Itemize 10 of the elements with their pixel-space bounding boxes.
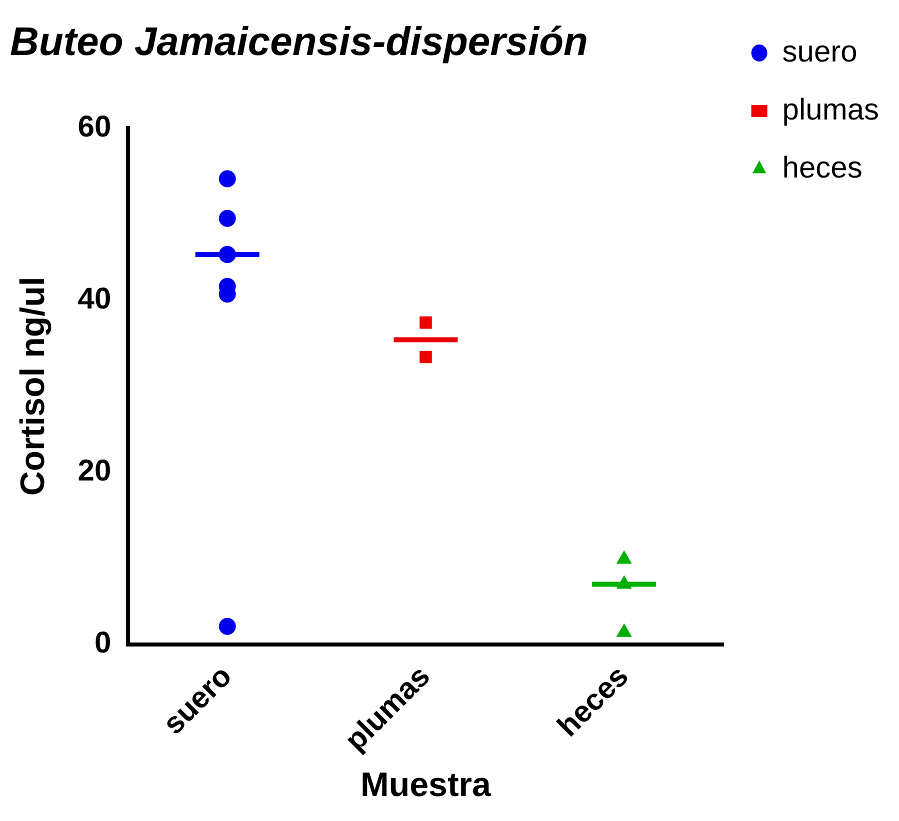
y-axis-title: Cortisol ng/ul <box>14 276 52 496</box>
legend-label: heces <box>782 151 862 184</box>
legend-label: plumas <box>782 93 880 126</box>
y-tick-label: 20 <box>78 454 112 488</box>
y-tick-label: 60 <box>78 110 112 144</box>
chart-title: Buteo Jamaicensis-dispersión <box>10 20 588 64</box>
legend-label: suero <box>782 35 858 68</box>
x-axis-title: Muestra <box>360 766 492 804</box>
y-tick-label: 0 <box>94 626 112 660</box>
y-tick-label: 40 <box>78 282 112 316</box>
